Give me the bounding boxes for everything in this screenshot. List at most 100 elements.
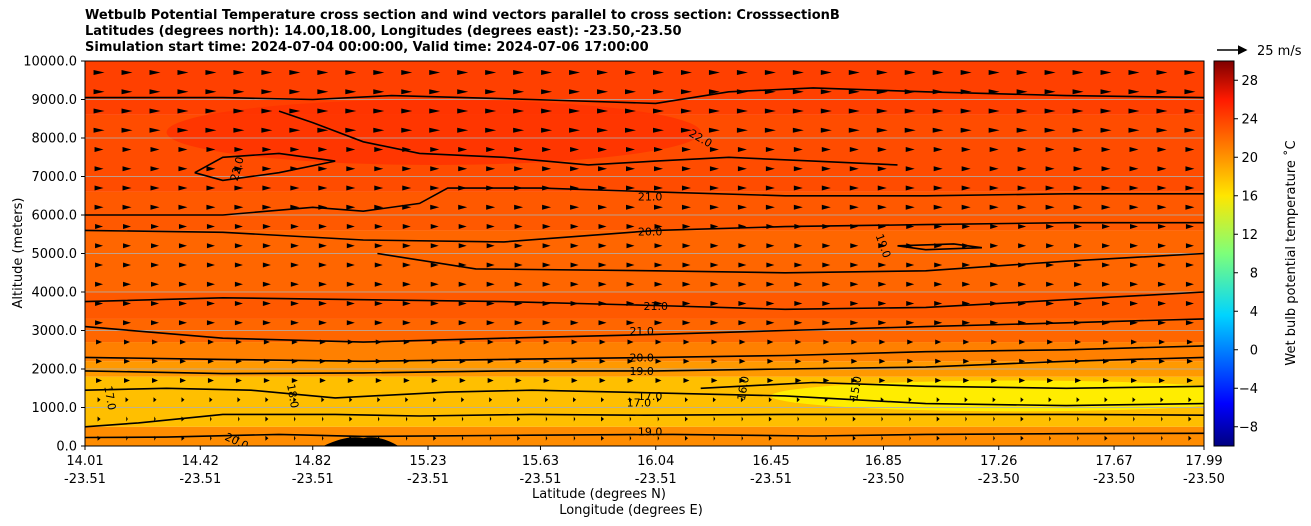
y-axis-label: Altitude (meters) <box>11 198 26 309</box>
wind-vector <box>433 416 437 422</box>
wind-vector <box>234 224 243 230</box>
wind-vector <box>178 166 188 172</box>
wind-vector <box>932 127 944 133</box>
wind-vector <box>345 89 357 95</box>
wind-vector <box>739 358 746 364</box>
wind-vector <box>433 435 437 441</box>
wind-vector <box>710 301 719 307</box>
contour-line-21-0 <box>85 318 1204 343</box>
wind-vector <box>1160 397 1164 403</box>
terrain <box>323 437 399 446</box>
wind-vector <box>346 185 356 191</box>
wind-vector <box>262 166 272 172</box>
wind-vector <box>1104 435 1108 441</box>
wind-vector <box>932 70 944 76</box>
wind-vector <box>933 204 943 210</box>
contour-line-16-0 <box>700 381 1204 390</box>
wind-vector <box>347 378 354 384</box>
wind-vector <box>93 89 105 95</box>
contour-label: 17.0 <box>627 396 652 409</box>
wind-vector <box>1157 147 1167 153</box>
wind-vector <box>210 416 212 422</box>
wind-vector <box>206 185 216 191</box>
contour-line-17-0 <box>85 387 1204 407</box>
wind-vector <box>654 262 663 268</box>
wind-vector <box>765 185 775 191</box>
x-tick-label-latitude: 17.26 <box>980 454 1017 469</box>
wind-vector <box>741 416 744 422</box>
wind-vector <box>961 185 971 191</box>
wind-vector <box>570 262 579 268</box>
wind-vector <box>825 416 828 422</box>
contour-label: 20.0 <box>638 226 663 239</box>
wind-vector <box>150 147 160 153</box>
wind-vector <box>821 147 831 153</box>
wind-vector <box>1157 301 1166 307</box>
wind-vector <box>318 224 327 230</box>
wind-vector <box>963 378 970 384</box>
wind-vector <box>1074 224 1083 230</box>
wind-vector <box>234 301 243 307</box>
wind-vector <box>95 281 104 287</box>
wind-vector <box>121 70 133 76</box>
wind-vector <box>848 127 860 133</box>
wind-vector <box>235 378 242 384</box>
wind-vector <box>346 320 355 326</box>
wind-vector <box>263 339 270 345</box>
wind-vector <box>1156 70 1168 76</box>
wind-vector <box>401 89 413 95</box>
wind-vector <box>543 339 550 345</box>
wind-vector <box>374 166 384 172</box>
wind-vector <box>485 70 497 76</box>
wind-vector <box>737 204 747 210</box>
wind-vector <box>652 89 664 95</box>
x-tick-label-latitude: 17.67 <box>1095 454 1132 469</box>
wind-vector <box>458 281 467 287</box>
wind-vector <box>1185 166 1195 172</box>
wind-vector <box>289 127 301 133</box>
wind-vector <box>625 89 637 95</box>
wind-vector <box>823 378 830 384</box>
wind-vector <box>738 262 747 268</box>
wind-vector <box>933 185 943 191</box>
wind-vector <box>797 416 800 422</box>
wind-vector <box>430 320 439 326</box>
wind-vector <box>991 339 998 345</box>
wind-vector <box>710 281 719 287</box>
wind-vector <box>1129 224 1138 230</box>
wind-vector <box>151 301 160 307</box>
wind-vector <box>322 416 324 422</box>
wind-vector <box>907 339 914 345</box>
wind-vector <box>262 224 271 230</box>
wind-vector <box>652 108 664 114</box>
x-tick-label-latitude: 16.85 <box>865 454 902 469</box>
wind-vector <box>209 397 213 403</box>
wind-vector <box>233 108 245 114</box>
wind-vector <box>346 224 355 230</box>
wind-vector <box>293 397 297 403</box>
contour-line-19-0 <box>897 243 983 251</box>
wind-vector <box>962 224 971 230</box>
wind-vector <box>881 435 884 441</box>
warm-pocket-region <box>166 99 701 165</box>
colorbar-tick-label: 20 <box>1241 151 1258 166</box>
wind-vector <box>1045 166 1055 172</box>
wind-vector <box>262 147 272 153</box>
wind-vector <box>1045 204 1055 210</box>
wind-vector <box>122 204 132 210</box>
wind-vector <box>517 416 521 422</box>
wind-vector <box>571 339 578 345</box>
wind-vector <box>876 127 888 133</box>
wind-vector <box>821 185 831 191</box>
wind-vector <box>905 204 915 210</box>
wind-vector <box>1157 320 1166 326</box>
wind-vector <box>374 301 383 307</box>
wind-vector <box>234 320 243 326</box>
wind-vector <box>94 204 104 210</box>
wind-vector <box>178 320 187 326</box>
wind-vector <box>206 243 215 249</box>
wind-vector <box>625 127 637 133</box>
wind-vector <box>126 416 128 422</box>
wind-vector <box>1016 89 1028 95</box>
contour-label: 17.0 <box>638 390 663 403</box>
